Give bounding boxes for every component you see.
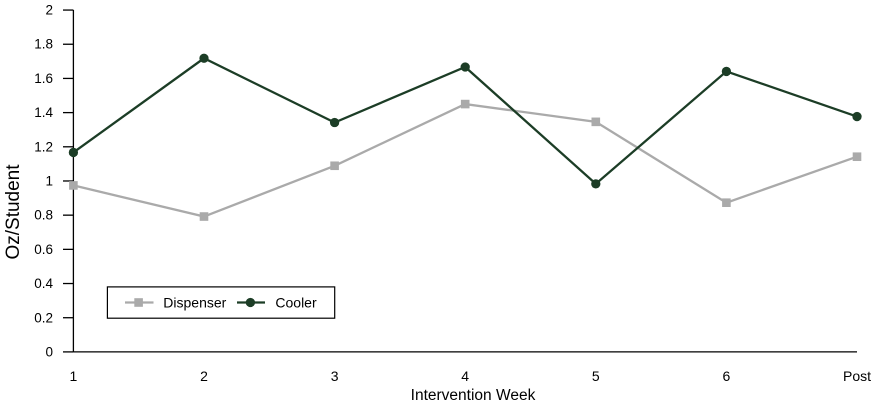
- svg-text:0.4: 0.4: [34, 276, 53, 291]
- svg-text:Intervention Week: Intervention Week: [411, 387, 536, 404]
- svg-text:1.2: 1.2: [34, 139, 53, 154]
- svg-text:Oz/Student: Oz/Student: [3, 164, 24, 260]
- svg-text:1.4: 1.4: [34, 105, 53, 120]
- svg-text:6: 6: [723, 368, 731, 384]
- svg-text:4: 4: [461, 368, 469, 384]
- svg-text:3: 3: [331, 368, 339, 384]
- svg-text:0.8: 0.8: [34, 208, 53, 223]
- svg-text:Cooler: Cooler: [275, 295, 317, 311]
- svg-text:2: 2: [45, 3, 53, 18]
- svg-text:Post: Post: [843, 368, 871, 384]
- svg-text:1: 1: [45, 174, 53, 189]
- svg-text:0: 0: [45, 344, 53, 359]
- svg-text:5: 5: [592, 368, 600, 384]
- svg-text:0.2: 0.2: [34, 310, 53, 325]
- svg-text:0.6: 0.6: [34, 242, 53, 257]
- svg-text:1: 1: [70, 368, 78, 384]
- svg-text:1.6: 1.6: [34, 71, 53, 86]
- svg-text:Dispenser: Dispenser: [163, 295, 226, 311]
- svg-text:1.8: 1.8: [34, 37, 53, 52]
- svg-text:2: 2: [200, 368, 208, 384]
